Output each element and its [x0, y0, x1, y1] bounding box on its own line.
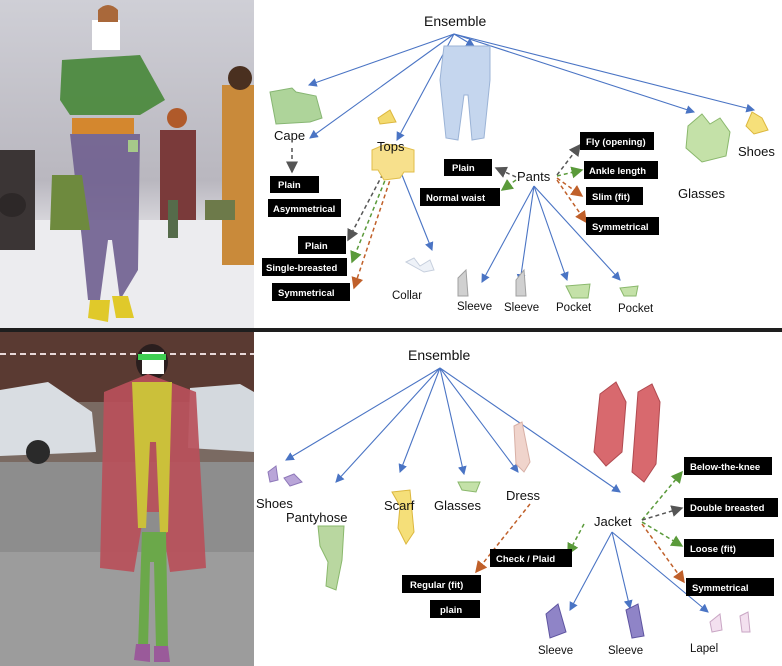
lapel-shape-icon — [709, 613, 723, 633]
cape-shape-icon — [269, 87, 323, 125]
tag-tops-symmetrical: Symmetrical — [278, 288, 335, 299]
scarf-shape-icon — [391, 489, 415, 545]
tag-dress-plain: plain — [440, 605, 462, 616]
shoes-shape-icon-b — [267, 465, 279, 483]
category-sleeve-b1: Sleeve — [538, 645, 573, 657]
sleeve-shape-icon-b — [545, 603, 567, 639]
top-panel: Ensemble Cape Tops Pants Glasses Shoes C… — [0, 0, 782, 328]
car-right — [188, 384, 254, 452]
sunglasses-segment — [138, 354, 166, 360]
category-lapel: Lapel — [690, 643, 718, 655]
category-cape: Cape — [274, 128, 305, 143]
category-collar: Collar — [392, 290, 422, 302]
tag-tops-single-breasted: Single-breasted — [266, 263, 337, 274]
root-label: Ensemble — [424, 13, 486, 29]
bottom-panel: Ensemble Shoes Pantyhose Scarf Glasses D… — [0, 332, 782, 666]
tag-pants-plain: Plain — [452, 163, 475, 174]
tag-cape-plain: Plain — [278, 180, 301, 191]
category-sleeve-1: Sleeve — [457, 301, 492, 313]
category-dress: Dress — [506, 488, 540, 503]
tops-shape-icon — [371, 143, 415, 181]
tag-pants-fly: Fly (opening) — [586, 137, 646, 148]
category-pocket-1: Pocket — [556, 302, 592, 314]
pants-segment — [70, 134, 140, 300]
jacket-shape-icon-2 — [631, 383, 661, 483]
car-left — [0, 382, 96, 456]
jacket-shape-icon — [593, 381, 627, 467]
sleeve-shape-icon-2 — [515, 268, 527, 297]
category-sleeve-2: Sleeve — [504, 302, 539, 314]
scarf-segment — [132, 382, 172, 534]
dress-shape-icon — [513, 421, 531, 473]
sleeve-shape-icon-b2 — [625, 603, 645, 639]
bottom-diagram: Ensemble Shoes Pantyhose Scarf Glasses D… — [254, 332, 782, 666]
tag-jacket-double-breasted: Double breasted — [690, 503, 765, 514]
collar-small-shape-icon — [377, 109, 397, 125]
pocket-shape-icon-2 — [619, 285, 639, 297]
category-sleeve-b2: Sleeve — [608, 645, 643, 657]
category-pocket-2: Pocket — [618, 303, 654, 315]
tag-jacket-symmetrical: Symmetrical — [692, 583, 749, 594]
runway-photo — [0, 0, 254, 328]
handbag — [50, 175, 90, 230]
jacket-segment — [100, 374, 206, 572]
sleeve-shape-icon — [457, 268, 469, 297]
pantyhose-segment — [138, 532, 168, 648]
category-glasses-b: Glasses — [434, 498, 481, 513]
glasses-shape-icon-b — [457, 481, 481, 493]
tag-jacket-check: Check / Plaid — [496, 554, 555, 565]
attribute-tags-bottom: Regular (fit) plain Check / Plaid Below-… — [402, 457, 778, 618]
tag-jacket-loose: Loose (fit) — [690, 544, 736, 555]
shoes-shape-icon — [745, 111, 769, 135]
glasses-shape-icon — [685, 113, 731, 163]
root-label-bottom: Ensemble — [408, 347, 470, 363]
category-scarf: Scarf — [384, 498, 415, 513]
tag-pants-ankle-length: Ankle length — [589, 166, 646, 177]
tag-pants-normal-waist: Normal waist — [426, 193, 486, 204]
tag-pants-slim: Slim (fit) — [592, 192, 630, 203]
category-shoes: Shoes — [738, 144, 775, 159]
cape-segment — [60, 55, 165, 115]
pants-shape-icon — [439, 45, 491, 141]
category-glasses: Glasses — [678, 186, 725, 201]
lapel-shape-icon-2 — [739, 611, 751, 633]
tag-jacket-below-knee: Below-the-knee — [690, 462, 760, 473]
face-mask — [92, 20, 120, 50]
pocket-shape-icon — [565, 283, 591, 299]
category-tops: Tops — [377, 139, 405, 154]
category-shoes-b: Shoes — [256, 496, 293, 511]
panel-divider — [0, 328, 782, 332]
shoes-shape-icon-b2 — [283, 473, 303, 487]
tree-edges — [307, 33, 756, 284]
category-pantyhose: Pantyhose — [286, 510, 347, 525]
collar-shape-icon — [404, 257, 435, 273]
attribute-tags: Plain Asymmetrical Plain Single-breasted… — [262, 132, 659, 301]
tag-dress-regular: Regular (fit) — [410, 580, 463, 591]
attribute-edges — [286, 143, 587, 290]
tag-cape-asymmetrical: Asymmetrical — [273, 204, 335, 215]
tag-pants-symmetrical: Symmetrical — [592, 222, 649, 233]
category-jacket: Jacket — [594, 514, 632, 529]
top-diagram: Ensemble Cape Tops Pants Glasses Shoes C… — [254, 0, 782, 328]
pantyhose-shape-icon — [317, 525, 345, 591]
tag-tops-plain: Plain — [305, 241, 328, 252]
street-photo — [0, 332, 254, 666]
category-pants: Pants — [517, 169, 551, 184]
tree-edges-bottom — [285, 367, 709, 613]
